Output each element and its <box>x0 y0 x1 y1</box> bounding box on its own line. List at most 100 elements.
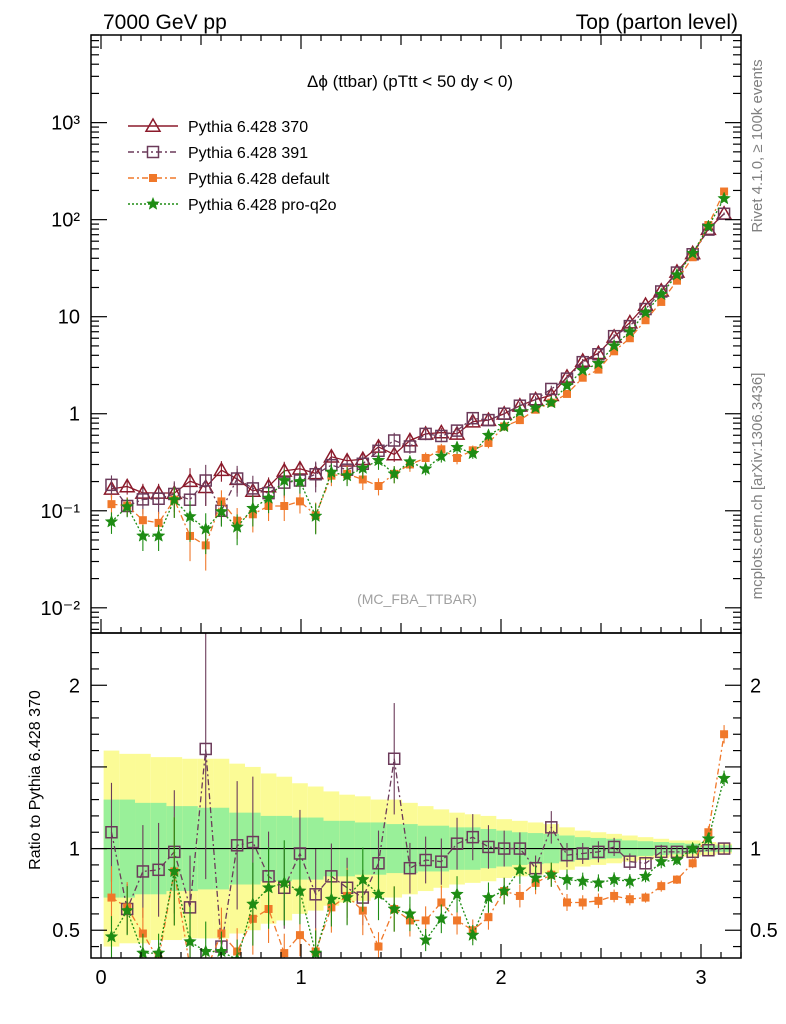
marker-filled-square <box>374 942 383 951</box>
marker-filled-square <box>515 891 524 900</box>
marker-star <box>324 892 339 906</box>
marker-filled-square <box>154 518 163 527</box>
legend-item-proq2o: Pythia 6.428 pro-q2o <box>128 196 337 214</box>
marker-open-square <box>497 407 511 420</box>
marker-open-square <box>403 861 417 875</box>
legend-label: Pythia 6.428 default <box>188 171 330 188</box>
marker-star <box>591 356 606 370</box>
ratio-series-proq2o <box>104 770 731 958</box>
marker-star <box>371 887 386 901</box>
marker-open-square <box>623 855 637 868</box>
marker-star <box>418 461 433 475</box>
marker-filled-square <box>657 297 666 306</box>
marker-star <box>246 501 260 515</box>
marker-star <box>575 874 590 888</box>
marker-star <box>450 440 464 454</box>
y-tick-label: 10⁻¹ <box>41 501 81 523</box>
ratio-tick-label-right: 2 <box>750 675 761 697</box>
marker-star <box>261 880 276 894</box>
marker-star <box>481 428 496 442</box>
marker-filled-square <box>374 482 383 491</box>
marker-filled-square <box>280 949 289 958</box>
header-left: 7000 GeV pp <box>103 11 227 34</box>
marker-star <box>151 945 166 958</box>
marker-filled-square <box>202 967 210 975</box>
marker-open-square <box>105 478 118 492</box>
marker-star <box>146 196 160 210</box>
marker-filled-square <box>138 516 147 525</box>
marker-star <box>623 874 637 888</box>
marker-filled-square <box>610 891 619 900</box>
watermark-text: (MC_FBA_TTBAR) <box>357 591 477 607</box>
marker-triangle <box>213 461 230 477</box>
ratio-tick-label-right: 1 <box>750 839 761 861</box>
marker-open-square <box>105 825 118 839</box>
marker-star <box>230 519 244 533</box>
marker-star <box>434 449 449 463</box>
marker-filled-square <box>280 501 289 510</box>
marker-open-square <box>560 848 574 862</box>
chart-title: Δϕ (ttbar) (pTtt < 50 dy < 0) <box>307 72 513 91</box>
marker-star <box>355 460 370 474</box>
marker-open-square <box>136 493 150 506</box>
y-tick-label: 10³ <box>51 113 80 135</box>
ratio-plot-frame <box>90 632 742 959</box>
marker-filled-square <box>421 916 430 925</box>
marker-star <box>403 454 417 468</box>
marker-open-square <box>435 855 448 868</box>
marker-star <box>528 870 543 884</box>
marker-star <box>465 927 480 941</box>
marker-filled-square <box>641 893 650 902</box>
marker-filled-square <box>453 453 462 462</box>
marker-filled-square <box>107 500 116 509</box>
marker-star <box>434 911 449 925</box>
marker-filled-square <box>515 416 524 425</box>
marker-star <box>465 446 480 460</box>
marker-filled-square <box>625 895 634 904</box>
marker-star <box>450 887 464 901</box>
marker-filled-square <box>437 898 446 907</box>
marker-star <box>607 872 621 886</box>
marker-star <box>355 872 370 886</box>
marker-star <box>701 831 716 845</box>
marker-star <box>717 771 731 785</box>
marker-triangle <box>448 425 466 440</box>
marker-open-square <box>419 427 432 441</box>
marker-star <box>371 453 386 467</box>
marker-open-square <box>482 840 495 854</box>
marker-filled-square <box>672 875 681 884</box>
marker-star <box>638 869 653 883</box>
plot-frames <box>90 34 742 959</box>
legend-item-p370: Pythia 6.428 370 <box>128 117 308 136</box>
marker-star <box>638 305 653 319</box>
marker-open-square <box>702 843 715 857</box>
series-proq2o <box>104 191 731 555</box>
x-tick-label: 0 <box>95 967 106 989</box>
marker-star <box>575 363 590 377</box>
marker-filled-square <box>563 389 571 398</box>
marker-star <box>670 267 684 281</box>
marker-open-square <box>466 411 480 425</box>
marker-filled-square <box>107 893 116 902</box>
marker-filled-square <box>688 859 697 868</box>
marker-open-square <box>387 752 401 766</box>
marker-open-square <box>146 145 160 159</box>
legend-label: Pythia 6.428 391 <box>188 145 308 162</box>
marker-open-square <box>246 482 260 495</box>
marker-star <box>167 492 182 506</box>
marker-star <box>198 521 213 535</box>
series-line-proq2o <box>111 198 725 537</box>
marker-star <box>560 378 574 392</box>
marker-star <box>167 864 182 878</box>
marker-star <box>340 468 354 482</box>
marker-open-square <box>545 821 558 834</box>
marker-open-square <box>450 424 464 437</box>
marker-star <box>387 901 402 915</box>
marker-open-square <box>152 492 165 506</box>
marker-open-square <box>545 382 558 396</box>
marker-open-square <box>309 467 322 481</box>
marker-open-square <box>450 837 464 850</box>
marker-open-square <box>199 474 212 487</box>
marker-open-square <box>497 842 511 855</box>
marker-star <box>481 890 496 904</box>
